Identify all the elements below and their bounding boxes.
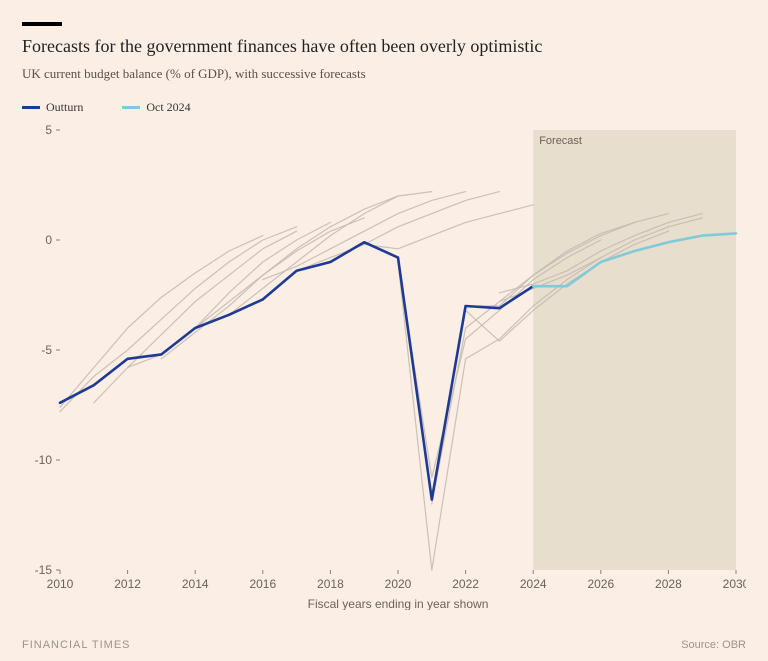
x-tick-label: 2020: [385, 577, 412, 591]
forecast-band-label: Forecast: [539, 135, 582, 147]
legend-swatch-outturn: [22, 106, 40, 109]
legend: Outturn Oct 2024: [22, 98, 227, 115]
x-tick-label: 2012: [114, 577, 141, 591]
y-tick-label: 0: [45, 233, 52, 247]
x-tick-label: 2024: [520, 577, 547, 591]
forecast-band: [533, 130, 736, 570]
y-tick-label: 5: [45, 123, 52, 137]
prior-forecast-line: [94, 231, 297, 403]
legend-item-outturn: Outturn: [22, 100, 101, 115]
legend-item-oct2024: Oct 2024: [122, 100, 208, 115]
legend-label-oct2024: Oct 2024: [146, 100, 190, 115]
chart-subtitle: UK current budget balance (% of GDP), wi…: [22, 66, 366, 82]
x-axis-title: Fiscal years ending in year shown: [308, 597, 489, 610]
prior-forecast-line: [263, 192, 466, 280]
y-tick-label: -10: [35, 453, 53, 467]
x-tick-label: 2030: [723, 577, 746, 591]
footer-brand: FINANCIAL TIMES: [22, 639, 131, 651]
x-tick-label: 2014: [182, 577, 209, 591]
y-tick-label: -5: [41, 343, 52, 357]
prior-forecast-line: [128, 222, 331, 367]
legend-label-outturn: Outturn: [46, 100, 83, 115]
legend-swatch-oct2024: [122, 106, 140, 109]
prior-forecast-line: [60, 236, 263, 408]
prior-forecast-line: [364, 205, 533, 249]
x-tick-label: 2010: [47, 577, 74, 591]
chart-title: Forecasts for the government finances ha…: [22, 36, 542, 57]
x-tick-label: 2026: [587, 577, 614, 591]
line-chart: Forecast 5 0 -5 -10 -152010 2012 2014 2016 2018 20…: [22, 120, 746, 610]
outturn-line: [60, 242, 533, 499]
x-tick-label: 2018: [317, 577, 344, 591]
x-tick-label: 2022: [452, 577, 479, 591]
y-tick-label: -15: [35, 563, 53, 577]
x-tick-label: 2016: [249, 577, 276, 591]
footer-source: Source: OBR: [681, 639, 746, 651]
x-tick-label: 2028: [655, 577, 682, 591]
accent-bar: [22, 22, 62, 26]
